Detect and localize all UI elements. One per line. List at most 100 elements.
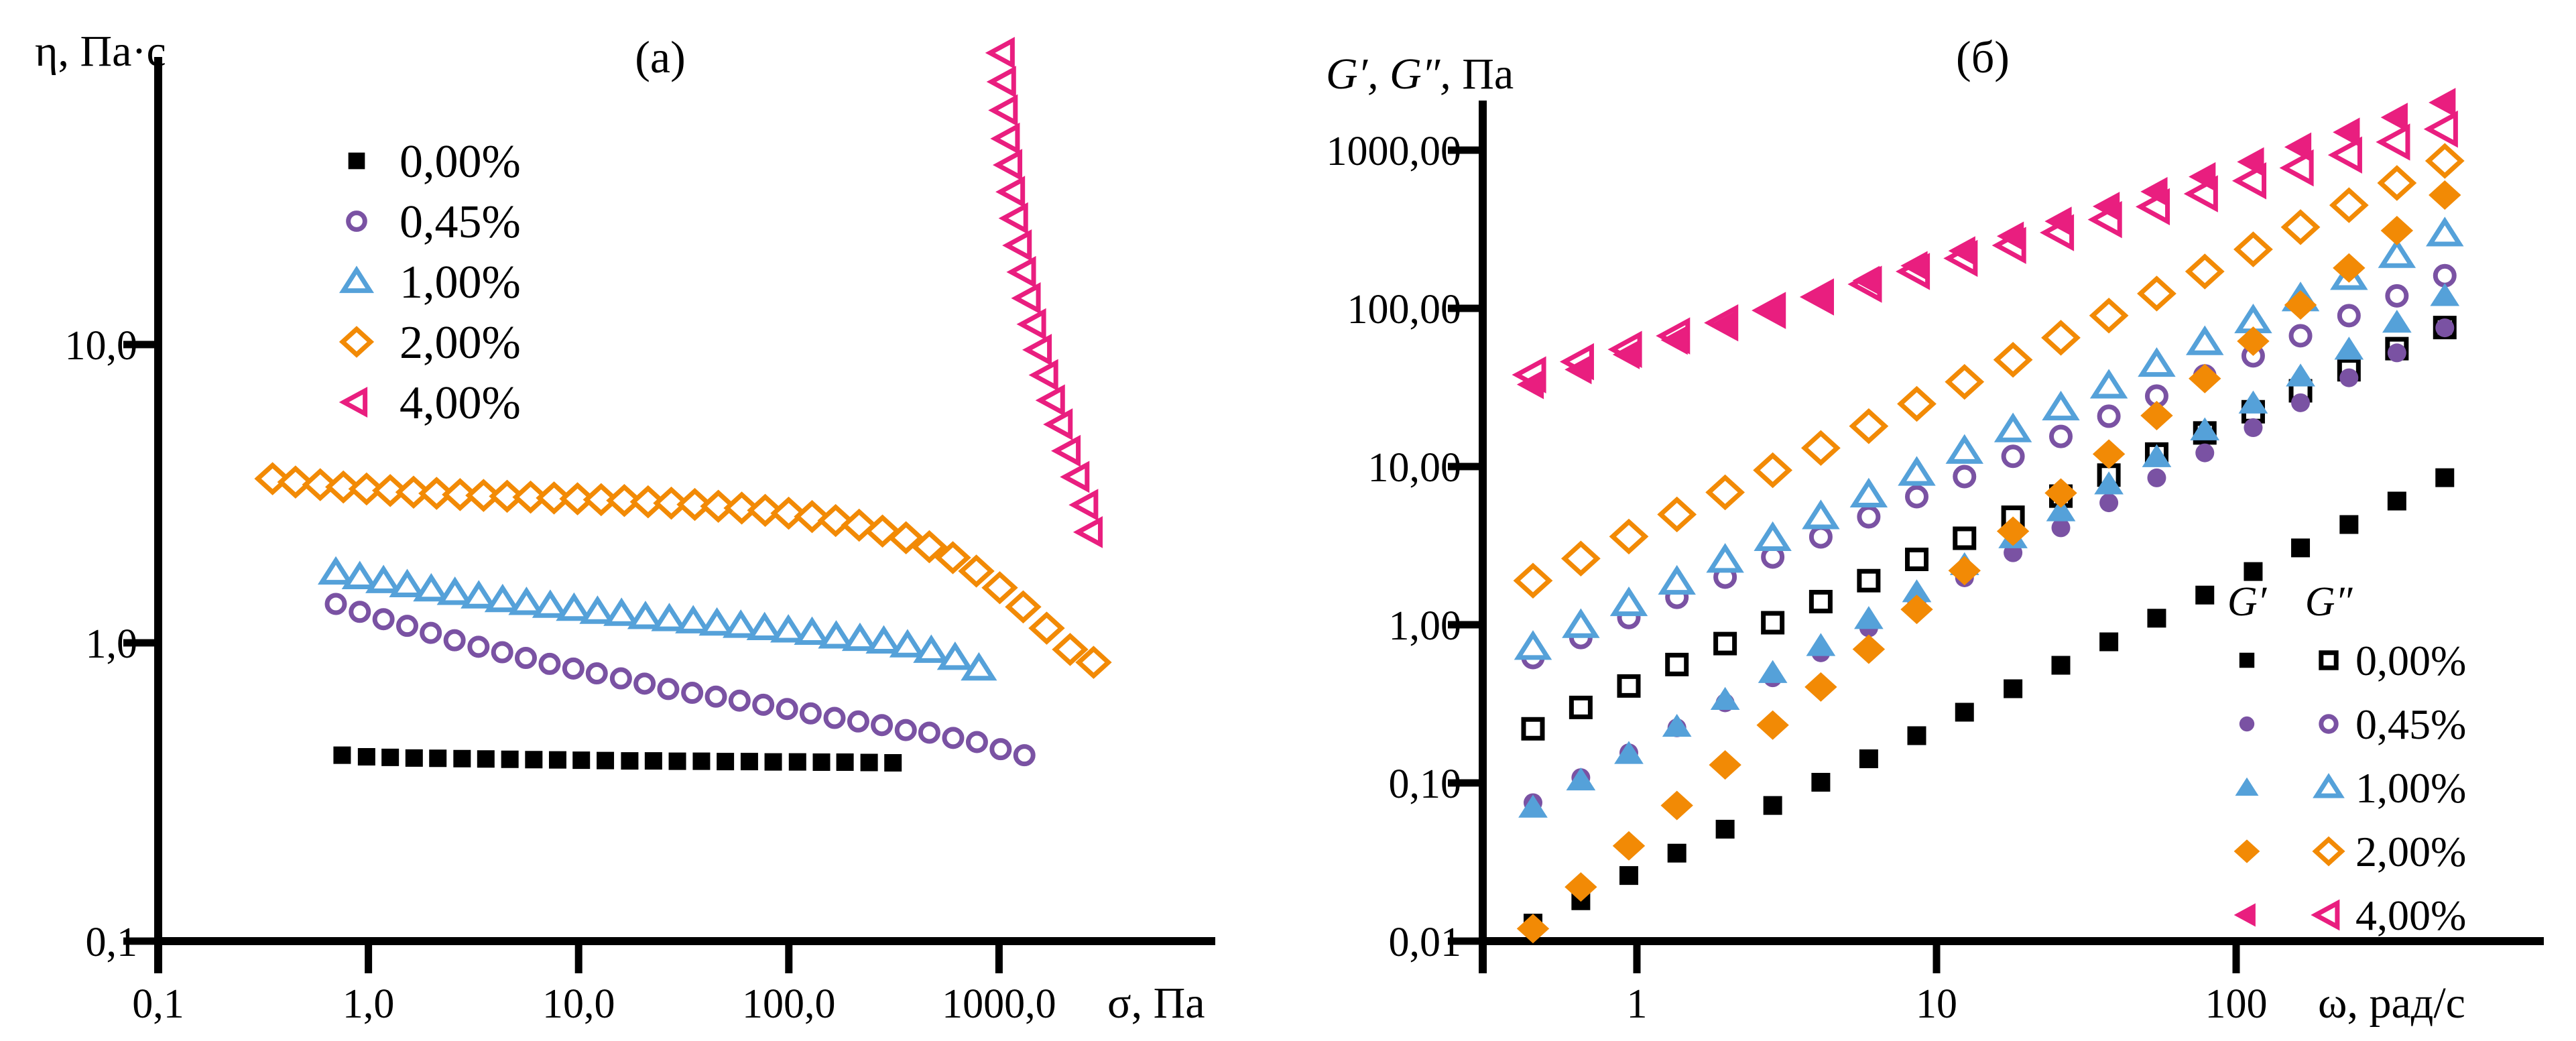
data-point bbox=[2244, 418, 2263, 438]
data-point bbox=[389, 568, 426, 597]
data-point bbox=[1566, 767, 1596, 791]
data-point bbox=[717, 753, 735, 771]
data-point bbox=[836, 753, 854, 772]
data-point bbox=[1667, 843, 1686, 863]
data-point bbox=[911, 530, 948, 564]
data-point bbox=[1948, 236, 1975, 266]
data-point bbox=[2190, 417, 2220, 440]
data-point bbox=[633, 672, 656, 695]
data-point bbox=[1050, 434, 1081, 467]
data-point bbox=[1710, 686, 1740, 710]
chart-b-x-axis-title: ω, рад/с bbox=[2318, 979, 2465, 1028]
data-point bbox=[2288, 324, 2313, 348]
data-point bbox=[2186, 325, 2224, 355]
legend-marker-0,45% bbox=[346, 210, 367, 232]
data-point bbox=[2233, 231, 2273, 267]
data-point bbox=[1756, 296, 1784, 325]
chart-b-axes: 1 10 100 0,01 0,10 1,00 10,00 100,00 1000,00 bbox=[1327, 101, 2544, 1027]
data-point bbox=[1514, 630, 1552, 660]
data-point bbox=[413, 572, 450, 602]
legend-header-g-double-prime: G″ bbox=[2305, 579, 2353, 625]
y-tick-label: 10,0 bbox=[65, 323, 138, 369]
data-point bbox=[585, 662, 608, 685]
data-point bbox=[317, 556, 355, 585]
data-point bbox=[889, 629, 926, 658]
series-G′ 4,00% bbox=[1516, 88, 2456, 400]
data-point bbox=[2333, 117, 2360, 147]
data-point bbox=[2291, 538, 2311, 558]
data-point bbox=[1857, 505, 1881, 529]
series-G″ 4,00% bbox=[1512, 110, 2458, 393]
y-tick-label: 0,1 bbox=[86, 920, 138, 965]
data-point bbox=[1518, 794, 1548, 818]
data-point bbox=[538, 652, 561, 675]
chart-a-panel-label: (а) bbox=[635, 32, 685, 82]
data-point bbox=[2140, 176, 2168, 206]
panel-a: η, Па·с (а) σ, Па 0,1 1,0 10,0 100,0 1000,00… bbox=[35, 27, 1215, 1028]
data-point bbox=[1658, 564, 1696, 595]
data-point bbox=[2425, 143, 2465, 179]
data-point bbox=[2185, 253, 2225, 290]
data-point bbox=[995, 176, 1026, 208]
data-point bbox=[698, 607, 735, 636]
data-point bbox=[1713, 631, 1737, 656]
data-point bbox=[2195, 443, 2215, 463]
series-0,45% bbox=[324, 593, 1036, 767]
data-point bbox=[918, 721, 940, 744]
data-point bbox=[1854, 606, 1884, 629]
data-point bbox=[491, 641, 513, 664]
data-point bbox=[2237, 326, 2270, 356]
data-point bbox=[1756, 710, 1789, 740]
data-point bbox=[998, 202, 1028, 235]
legend-marker-gdoubleprime-0,00% bbox=[2319, 650, 2339, 670]
x-tick-label: 1000,0 bbox=[942, 981, 1056, 1027]
data-point bbox=[2099, 632, 2119, 652]
data-point bbox=[405, 749, 423, 767]
data-point bbox=[1907, 726, 1926, 745]
data-point bbox=[1662, 713, 1692, 737]
data-point bbox=[1806, 633, 1836, 656]
y-tick-label: 0,01 bbox=[1389, 920, 1462, 965]
data-point bbox=[2337, 304, 2361, 328]
data-point bbox=[597, 751, 615, 770]
series-G″ 1,00% bbox=[1514, 217, 2464, 660]
data-point bbox=[2244, 562, 2263, 581]
data-point bbox=[556, 592, 593, 621]
chart-b-panel-label: (б) bbox=[1956, 32, 2010, 82]
data-point bbox=[2279, 149, 2314, 187]
data-point bbox=[2435, 318, 2455, 338]
chart-b-legend: G′ G″0,00% 0,45% 1,00% 2,00% 4,00% bbox=[2227, 579, 2466, 939]
data-point bbox=[913, 634, 950, 663]
data-point bbox=[572, 751, 591, 770]
data-point bbox=[681, 682, 704, 705]
data-point bbox=[548, 751, 566, 769]
data-point bbox=[1006, 255, 1036, 288]
data-point bbox=[514, 647, 537, 670]
data-point bbox=[1016, 308, 1046, 341]
chart-a-axes: 0,1 1,0 10,0 100,0 1000,0 0,1 1,0 10,0 bbox=[65, 57, 1215, 1027]
data-point bbox=[2051, 656, 2071, 675]
data-point bbox=[2189, 363, 2221, 393]
data-point bbox=[2378, 238, 2416, 268]
data-point bbox=[1619, 866, 1638, 885]
data-point bbox=[1800, 430, 1841, 467]
data-point bbox=[2140, 400, 2173, 430]
data-point bbox=[609, 667, 632, 690]
series-4,00% bbox=[985, 36, 1103, 548]
data-point bbox=[532, 589, 568, 618]
data-point bbox=[1900, 251, 1928, 281]
legend-item-label: 4,00% bbox=[2355, 892, 2466, 939]
data-point bbox=[2435, 468, 2455, 487]
data-point bbox=[692, 752, 711, 770]
data-point bbox=[1996, 221, 2024, 251]
data-point bbox=[1609, 518, 1649, 555]
series-G″ 2,00% bbox=[1513, 143, 2465, 599]
legend-marker-gdoubleprime-4,00% bbox=[2311, 899, 2340, 931]
data-point bbox=[1565, 872, 1597, 902]
data-point bbox=[525, 751, 543, 769]
data-point bbox=[1761, 611, 1785, 635]
data-point bbox=[1011, 282, 1041, 314]
data-point bbox=[2380, 216, 2414, 246]
data-point bbox=[1849, 477, 1888, 507]
data-point bbox=[603, 597, 640, 626]
